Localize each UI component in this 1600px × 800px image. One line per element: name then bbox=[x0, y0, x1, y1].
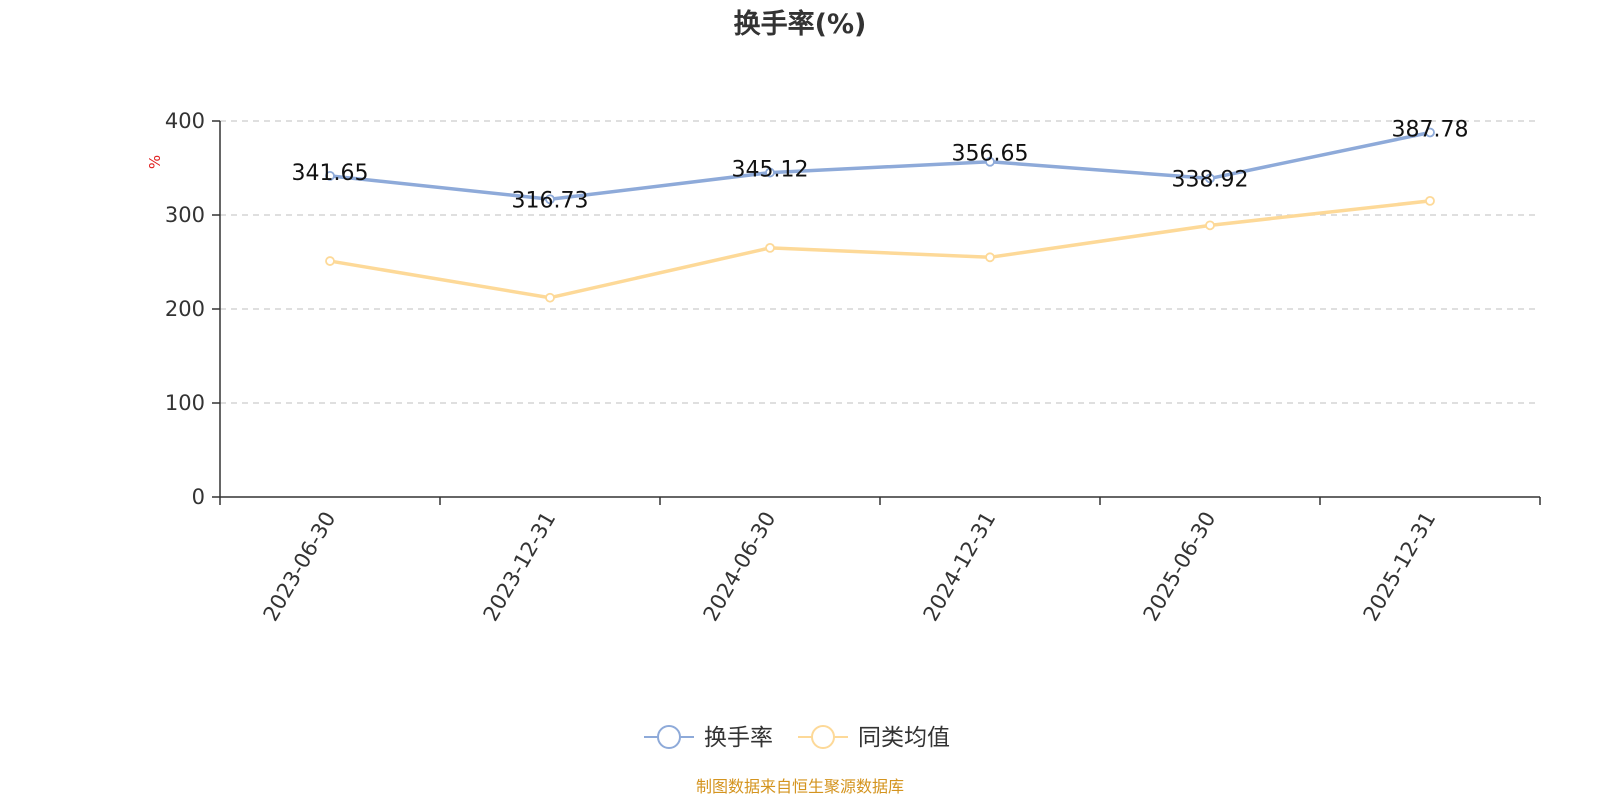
series-0-point bbox=[325, 170, 335, 181]
data-label: 345.12 bbox=[732, 158, 809, 183]
series-1-point bbox=[985, 252, 995, 263]
legend-label-0: 换手率 bbox=[704, 725, 773, 751]
x-tick-label: 2023-12-31 bbox=[479, 508, 561, 626]
series-layer bbox=[325, 127, 1435, 303]
grid-lines bbox=[220, 120, 1540, 404]
series-0-point bbox=[1425, 127, 1435, 138]
y-tick-label: 200 bbox=[165, 297, 205, 321]
y-tick-label: 0 bbox=[192, 485, 205, 509]
y-tick-label: 400 bbox=[165, 109, 205, 133]
axes: 0 100 200 300 400 2023-06-30 2023-12-31 2024-06… bbox=[165, 109, 1541, 626]
source-note: 制图数据来自恒生聚源数据库 bbox=[696, 777, 904, 796]
y-unit-label: % bbox=[146, 155, 164, 169]
x-tick-label: 2023-06-30 bbox=[259, 508, 341, 626]
x-tick-label: 2024-12-31 bbox=[919, 508, 1001, 626]
series-0-point bbox=[1205, 173, 1215, 184]
data-label: 338.92 bbox=[1172, 167, 1249, 192]
series-1-point bbox=[765, 242, 775, 253]
series-line-0 bbox=[328, 130, 1432, 202]
data-label: 316.73 bbox=[512, 188, 589, 213]
series-line-1 bbox=[328, 199, 1432, 300]
legend: 换手率 同类均值 bbox=[644, 725, 950, 751]
y-tick-label: 100 bbox=[165, 391, 205, 415]
series-1-point bbox=[1425, 195, 1435, 206]
series-1-point bbox=[545, 292, 555, 303]
y-tick-label: 300 bbox=[165, 203, 205, 227]
series-1-point bbox=[1205, 220, 1215, 231]
legend-marker-1 bbox=[811, 725, 835, 749]
legend-marker-0 bbox=[657, 725, 681, 749]
legend-label-1: 同类均值 bbox=[858, 725, 950, 751]
x-tick-label: 2025-12-31 bbox=[1359, 508, 1441, 626]
series-0-point bbox=[985, 156, 995, 167]
data-labels: 341.65 316.73 345.12 356.65 338.92 387.78 bbox=[292, 117, 1469, 213]
x-tick-label: 2025-06-30 bbox=[1139, 508, 1221, 626]
data-label: 356.65 bbox=[952, 142, 1029, 167]
x-tick-label: 2024-06-30 bbox=[699, 508, 781, 626]
chart-title: 换手率(%) bbox=[734, 8, 867, 40]
series-1-point bbox=[325, 256, 335, 266]
data-label: 387.78 bbox=[1392, 117, 1469, 142]
data-label: 341.65 bbox=[292, 161, 369, 186]
series-0-point bbox=[545, 194, 555, 205]
series-0-point bbox=[765, 167, 775, 178]
